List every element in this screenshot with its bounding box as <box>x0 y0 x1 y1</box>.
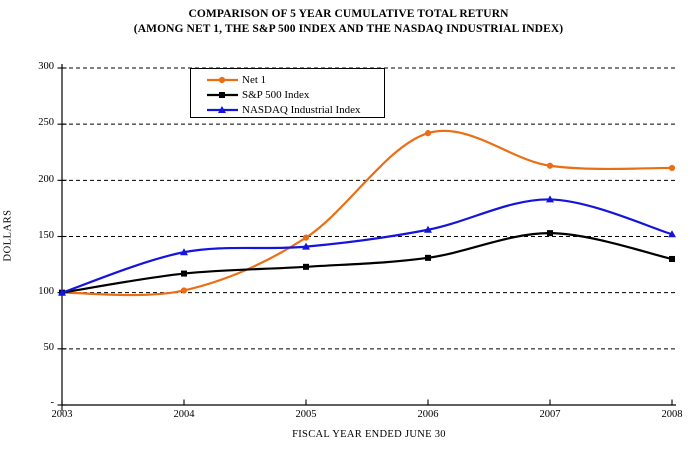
x-tick-label-2006: 2006 <box>417 409 439 420</box>
x-tick-label-2007: 2007 <box>539 409 561 420</box>
x-axis-title: FISCAL YEAR ENDED JUNE 30 <box>292 429 446 440</box>
y-tick-label-100: 100 <box>38 286 54 297</box>
legend-label-nasdaq: NASDAQ Industrial Index <box>242 103 361 116</box>
y-tick-label-150: 150 <box>38 230 54 241</box>
chart-title-line2: (AMONG NET 1, THE S&P 500 INDEX AND THE … <box>133 23 564 35</box>
x-tick-label-2005: 2005 <box>295 409 317 420</box>
legend-item-sp500: S&P 500 Index <box>207 87 384 102</box>
series-nasdaq-industrial-index <box>58 195 676 296</box>
y-axis-title: DOLLARS <box>2 209 14 262</box>
y-tick-label-200: 200 <box>38 174 54 185</box>
x-tick-label-2003: 2003 <box>51 409 73 420</box>
y-tick-label-300: 300 <box>38 61 54 72</box>
sp500-line-sample-icon <box>207 90 238 100</box>
chart-title-line1: COMPARISON OF 5 YEAR CUMULATIVE TOTAL RE… <box>188 8 509 20</box>
net1-line-sample-icon <box>207 75 238 85</box>
nasdaq-line-sample-icon <box>207 105 238 115</box>
y-tick-label-0: - <box>50 397 55 408</box>
series-net-1 <box>58 129 676 297</box>
x-tick-label-2004: 2004 <box>173 409 195 420</box>
y-tick-label-50: 50 <box>43 342 55 353</box>
legend-label-net1: Net 1 <box>242 73 267 86</box>
chart-title: COMPARISON OF 5 YEAR CUMULATIVE TOTAL RE… <box>0 7 697 37</box>
axes <box>57 64 676 411</box>
x-tick-label-2008: 2008 <box>661 409 683 420</box>
legend-item-net1: Net 1 <box>207 72 384 87</box>
legend-label-sp500: S&P 500 Index <box>242 88 310 101</box>
y-tick-label-250: 250 <box>38 117 54 128</box>
gridlines <box>62 67 676 350</box>
legend-item-nasdaq: NASDAQ Industrial Index <box>207 102 384 117</box>
legend: Net 1 S&P 500 Index NASDAQ Industrial In… <box>190 68 385 118</box>
